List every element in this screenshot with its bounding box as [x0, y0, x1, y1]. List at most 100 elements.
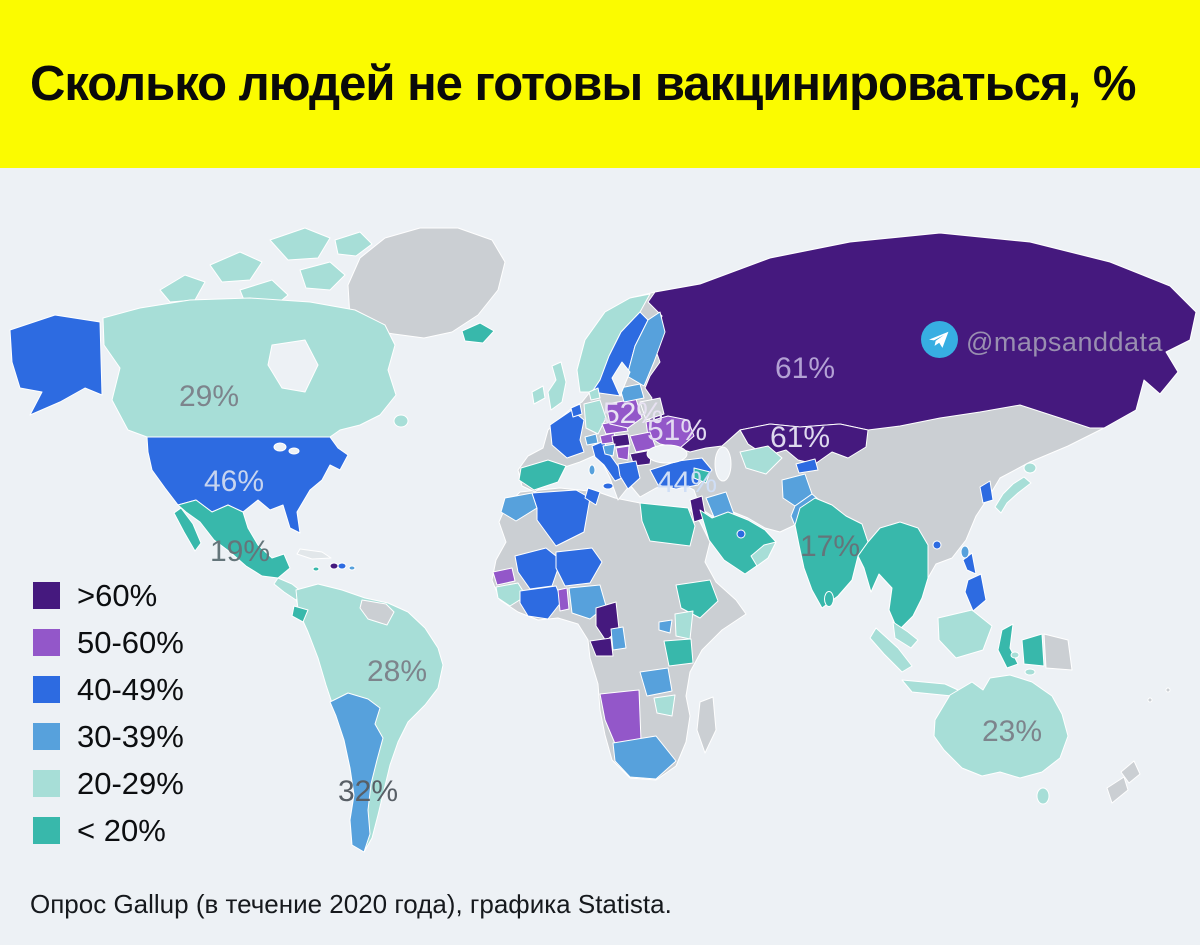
map-label-turkey: 44%: [657, 466, 717, 499]
legend-swatch: [33, 582, 60, 609]
country-ecuador: [291, 605, 309, 623]
legend-label: 50-60%: [77, 624, 184, 660]
map-label-australia: 23%: [982, 715, 1042, 748]
country-philippines: [964, 573, 987, 612]
country-canada-arctic: [159, 274, 206, 303]
country-ivory-coast-ghana: [519, 585, 563, 620]
country-gabon: [589, 637, 614, 657]
country-hungary: [611, 433, 631, 448]
legend-item: 40-49%: [33, 666, 184, 713]
country-mexico-baja: [173, 507, 202, 552]
country-benin: [557, 587, 570, 612]
country-usa: [146, 436, 349, 534]
country-ethiopia: [675, 579, 719, 619]
country-papua-new-guinea: [1043, 633, 1073, 671]
region-north-america: [9, 227, 506, 620]
map-label-kazakhstan: 61%: [770, 421, 830, 454]
country-greece: [617, 460, 641, 490]
pacific-islands: [1165, 687, 1171, 693]
country-canada-arctic: [269, 227, 331, 261]
black-sea: [646, 444, 688, 464]
map-label-argentina: 32%: [338, 775, 398, 808]
country-iceland: [461, 322, 495, 344]
legend-item: < 20%: [33, 807, 184, 854]
country-algeria: [531, 489, 591, 547]
country-denmark: [588, 387, 601, 401]
hudson-bay: [267, 339, 319, 393]
legend-swatch: [33, 676, 60, 703]
legend-swatch: [33, 723, 60, 750]
baltic-sea: [611, 361, 631, 397]
country-guinea: [495, 582, 527, 607]
country-tunisia: [584, 487, 601, 506]
map-label-india: 17%: [800, 530, 860, 563]
country-ireland: [531, 385, 546, 405]
country-uk: [547, 361, 567, 411]
country-mali: [514, 547, 562, 590]
country-canada-arctic: [334, 231, 373, 257]
country-croatia: [602, 443, 616, 457]
country-indonesia-sumatra: [869, 627, 913, 673]
country-senegal: [492, 567, 516, 586]
region-southeast-asia: [857, 521, 929, 632]
legend-swatch: [33, 770, 60, 797]
map-label-russia: 61%: [775, 352, 835, 385]
country-australia: [933, 674, 1069, 779]
country-dominican-republic: [337, 562, 347, 570]
country-indonesia-maluku: [1024, 668, 1036, 676]
region-oceania: [933, 674, 1171, 805]
country-turkmenistan-uzbekistan: [739, 445, 783, 475]
country-germany: [583, 399, 607, 435]
country-argentina-chile: [329, 692, 384, 853]
country-indonesia-borneo: [937, 609, 993, 659]
legend-label: < 20%: [77, 812, 166, 848]
region-guyanas: [359, 599, 395, 626]
country-canada-newfoundland: [393, 414, 409, 428]
country-zimbabwe: [653, 694, 676, 717]
caspian-sea: [714, 446, 732, 482]
country-madagascar: [696, 696, 717, 754]
country-canada-arctic: [209, 251, 263, 283]
page-title: Сколько людей не готовы вакцинироваться,…: [30, 57, 1136, 111]
legend-label: 30-39%: [77, 718, 184, 754]
great-lakes: [288, 447, 300, 455]
country-canada: [102, 297, 397, 438]
country-canada-arctic: [299, 261, 346, 291]
country-usa-alaska: [9, 314, 103, 416]
country-serbia: [615, 445, 630, 461]
legend-item: 50-60%: [33, 619, 184, 666]
map-value-labels: 29% 46% 19% 28% 32% 61% 61% 52% 51% 44% …: [179, 352, 1042, 808]
great-lakes: [273, 442, 287, 452]
country-kenya: [674, 610, 694, 640]
country-greenland: [347, 227, 506, 339]
country-russia: [644, 232, 1197, 453]
country-morocco: [500, 492, 538, 522]
legend-item: 30-39%: [33, 713, 184, 760]
watermark: @mapsanddata: [921, 321, 1163, 363]
country-puerto-rico: [348, 565, 356, 571]
map-label-ukraine: 51%: [647, 414, 707, 447]
country-egypt: [639, 502, 696, 547]
country-oman: [750, 541, 777, 567]
country-qatar: [736, 529, 746, 539]
legend-item: >60%: [33, 572, 184, 619]
country-hainan: [932, 540, 942, 550]
legend: >60% 50-60% 40-49% 30-39% 20-29% < 20%: [33, 572, 184, 854]
telegram-icon: [921, 321, 958, 363]
map-label-brazil: 28%: [367, 655, 427, 688]
country-haiti: [329, 562, 339, 570]
country-south-korea: [979, 480, 994, 504]
map-label-mexico: 19%: [210, 535, 270, 568]
legend-swatch: [33, 817, 60, 844]
country-tanzania: [663, 638, 694, 667]
world-map: 29% 46% 19% 28% 32% 61% 61% 52% 51% 44% …: [9, 227, 1197, 853]
country-malaysia: [892, 621, 919, 649]
country-indonesia-java: [901, 679, 959, 697]
country-new-zealand: [1120, 760, 1141, 784]
country-benelux: [570, 403, 583, 418]
country-south-africa: [612, 735, 677, 780]
region-caucasus: [693, 467, 711, 484]
region-south-america: [291, 583, 444, 853]
country-kyrgyzstan: [795, 458, 819, 474]
